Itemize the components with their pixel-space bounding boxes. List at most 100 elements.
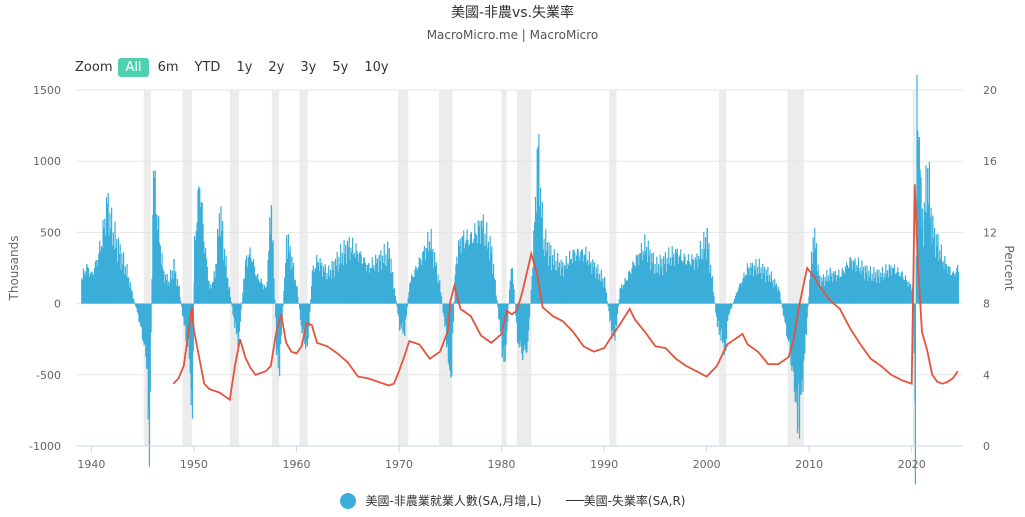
payroll-bar [210, 284, 212, 304]
payroll-bar [107, 192, 109, 304]
payroll-bar [803, 303, 805, 361]
payroll-bar [407, 297, 409, 304]
x-tick-label: 2000 [693, 458, 721, 471]
payroll-bar [140, 303, 143, 328]
payroll-bar [524, 303, 526, 350]
payroll-bar [88, 276, 91, 304]
payroll-bar [430, 228, 432, 304]
payroll-bar [479, 220, 481, 304]
payroll-bar [951, 275, 953, 304]
payroll-bar [467, 239, 469, 304]
range-button-3y[interactable]: 3y [300, 59, 317, 75]
payroll-bar [349, 259, 351, 304]
payroll-bar [576, 248, 578, 304]
payroll-bar [783, 303, 785, 317]
payroll-bar [894, 274, 896, 304]
payroll-bar [868, 270, 870, 304]
payroll-bar [409, 283, 411, 304]
payroll-bar [389, 272, 391, 304]
payroll-bar [848, 267, 850, 304]
payroll-bar [364, 263, 367, 304]
payroll-bar [684, 256, 686, 304]
payroll-bar [470, 232, 472, 304]
payroll-bar [805, 303, 807, 335]
payroll-bar [414, 269, 416, 304]
payroll-bar [710, 278, 713, 304]
x-tick-label: 2010 [795, 458, 823, 471]
range-button-all[interactable]: All [118, 57, 149, 77]
payroll-bar [955, 272, 957, 304]
payroll-bar [727, 303, 729, 322]
payroll-bar [383, 244, 385, 304]
range-button-1y[interactable]: 1y [236, 59, 253, 75]
payroll-bar [475, 234, 478, 304]
payroll-bar [244, 278, 246, 304]
payroll-bar [628, 270, 631, 304]
payroll-bar [122, 252, 125, 304]
y-left-tick-label: -500 [36, 369, 61, 382]
payroll-bar [249, 247, 251, 304]
payroll-bar [791, 303, 793, 371]
range-button-ytd[interactable]: YTD [194, 59, 221, 75]
payroll-bar [622, 285, 625, 304]
payroll-bar [612, 303, 615, 337]
payroll-bar [117, 262, 119, 304]
payroll-bar [954, 276, 956, 304]
payroll-bar [754, 269, 756, 304]
payroll-bar [116, 239, 118, 304]
payroll-bar [678, 256, 680, 304]
payroll-bar [340, 263, 343, 304]
payroll-bar [264, 287, 267, 304]
payroll-bar [420, 259, 422, 304]
payroll-bar [341, 252, 343, 304]
payroll-bar [438, 282, 440, 304]
payroll-bar [399, 303, 402, 325]
payroll-bar [518, 303, 520, 348]
payroll-bar [487, 241, 490, 304]
payroll-bar [286, 234, 288, 304]
payroll-bar [487, 248, 489, 304]
payroll-bar [874, 277, 876, 304]
payroll-bar [483, 246, 485, 304]
payroll-bar [379, 261, 381, 304]
payroll-bar [480, 243, 482, 304]
payroll-bar [819, 279, 821, 304]
payroll-bar [898, 276, 901, 304]
payroll-bar [737, 290, 739, 304]
payroll-bar [808, 296, 810, 304]
range-button-5y[interactable]: 5y [332, 59, 349, 75]
payroll-bar [630, 274, 632, 304]
payroll-bar [199, 188, 201, 304]
payroll-bar [429, 249, 431, 304]
payroll-bar [154, 170, 156, 304]
range-button-2y[interactable]: 2y [268, 59, 285, 75]
payroll-bar [716, 303, 719, 327]
payroll-bar [933, 238, 935, 304]
payroll-bar [873, 266, 875, 304]
legend-label-payrolls: 美國-非農業就業人數(SA,月增,L) [365, 494, 542, 508]
payroll-bar [144, 303, 146, 344]
payroll-bar [728, 303, 730, 315]
payroll-bar [478, 226, 480, 304]
payroll-bar [310, 286, 313, 304]
payroll-bar [99, 240, 101, 304]
payroll-bar [271, 242, 273, 304]
payroll-bar [787, 303, 790, 342]
payroll-bar [273, 278, 275, 304]
payroll-bar [279, 303, 281, 377]
legend-item-unemployment[interactable]: 美國-失業率(SA,R) [565, 492, 685, 509]
payroll-bar [765, 269, 767, 304]
payroll-bar [435, 262, 437, 304]
payroll-bar [425, 247, 427, 304]
range-button-6m[interactable]: 6m [157, 59, 179, 75]
payroll-bar [770, 271, 772, 304]
payroll-bar [313, 271, 315, 304]
payroll-bar [728, 303, 731, 314]
y-right-tick-label: 0 [983, 440, 990, 453]
payroll-bar [601, 281, 603, 304]
legend-item-payrolls[interactable]: 美國-非農業就業人數(SA,月增,L) [339, 492, 542, 509]
payroll-bar [617, 303, 619, 307]
range-button-10y[interactable]: 10y [364, 59, 389, 75]
payroll-bar [606, 301, 608, 304]
payroll-bar [362, 263, 364, 304]
